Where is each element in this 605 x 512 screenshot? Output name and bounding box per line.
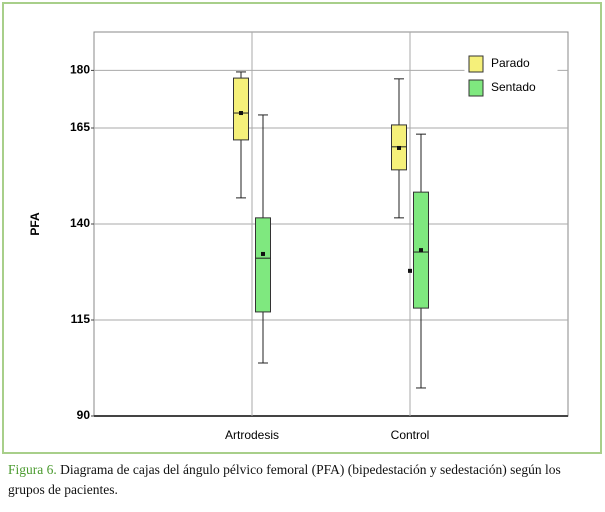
mean: [397, 145, 401, 150]
y-axis-label: PFA: [28, 212, 42, 236]
x-tick-label: Control: [391, 428, 430, 442]
caption-text: Diagrama de cajas del ángulo pélvico fem…: [8, 462, 561, 497]
box: [233, 77, 249, 141]
x-tick-label: Artrodesis: [225, 428, 279, 442]
y-tick-label: 180: [70, 63, 90, 77]
y-tick-label: 140: [70, 216, 90, 230]
y-tick-label: 90: [77, 408, 91, 422]
caption: Figura 6. Diagrama de cajas del ángulo p…: [8, 460, 598, 500]
caption-label: Figura 6.: [8, 462, 57, 477]
mean: [239, 111, 243, 116]
legend-label: Parado: [491, 56, 530, 70]
box: [255, 217, 271, 313]
mean: [419, 248, 423, 253]
legend-label: Sentado: [491, 80, 536, 94]
legend-swatch: [468, 55, 484, 73]
y-tick-label: 165: [70, 120, 90, 134]
outlier: [408, 268, 412, 273]
y-tick-label: 115: [71, 312, 91, 326]
legend-swatch: [468, 79, 484, 97]
mean: [261, 251, 265, 256]
